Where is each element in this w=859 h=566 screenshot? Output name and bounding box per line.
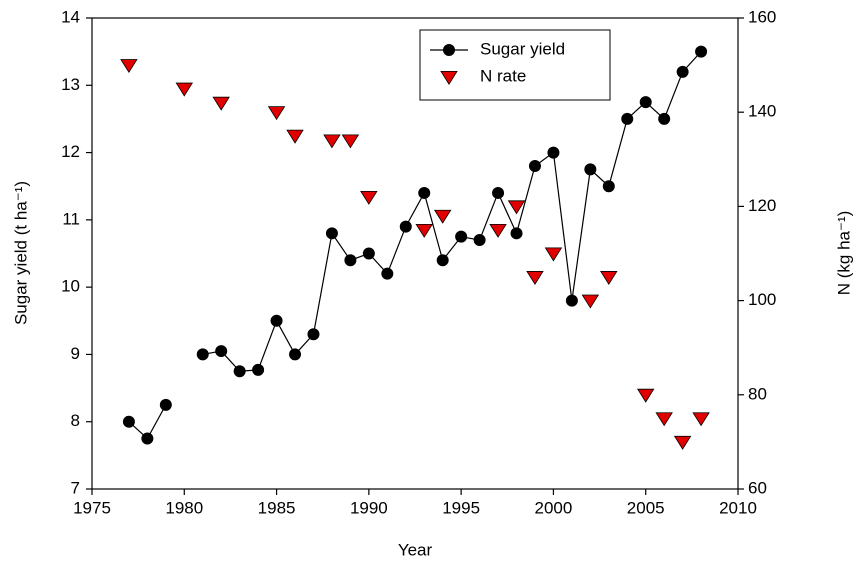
- point: [399, 220, 412, 233]
- legend-box: [419, 29, 611, 101]
- point: [215, 345, 228, 358]
- point: [489, 223, 507, 238]
- point: [676, 65, 689, 78]
- point: [344, 254, 357, 267]
- point: [341, 134, 360, 149]
- point: [159, 398, 172, 411]
- point: [233, 365, 246, 378]
- x-tick-label: 1980: [165, 498, 203, 517]
- point: [307, 328, 320, 341]
- point: [565, 294, 578, 307]
- point: [436, 254, 449, 267]
- point: [120, 59, 138, 74]
- y-tick-label: 10: [61, 277, 80, 296]
- legend-marker: [443, 44, 455, 56]
- point: [692, 412, 710, 427]
- point: [602, 180, 615, 193]
- point: [547, 146, 560, 159]
- x-tick-label: 1975: [73, 498, 111, 517]
- y-tick-label: 7: [71, 478, 80, 497]
- y-tick-label: 12: [61, 142, 80, 161]
- point: [196, 348, 209, 361]
- y2-tick-label: 60: [748, 478, 767, 497]
- legend-label: N rate: [480, 66, 526, 85]
- point: [433, 209, 452, 224]
- y2-tick-label: 100: [748, 290, 776, 309]
- point: [122, 415, 135, 428]
- point: [673, 435, 692, 450]
- y2-tick-label: 120: [748, 196, 776, 215]
- point: [655, 412, 673, 427]
- y2-axis-label: N (kg ha⁻¹): [834, 211, 853, 296]
- point: [528, 160, 541, 173]
- point: [286, 129, 304, 144]
- point: [252, 363, 265, 376]
- point: [492, 186, 505, 199]
- x-tick-label: 2010: [719, 498, 757, 517]
- point: [418, 186, 431, 199]
- x-axis-label: Year: [398, 540, 433, 559]
- point: [360, 190, 378, 205]
- point: [473, 234, 486, 247]
- x-tick-label: 2005: [627, 498, 665, 517]
- y-tick-label: 11: [62, 209, 80, 228]
- point: [212, 96, 230, 111]
- point: [323, 134, 341, 149]
- y2-tick-label: 160: [748, 7, 776, 26]
- point: [526, 271, 544, 286]
- y-tick-label: 13: [61, 75, 80, 94]
- point: [141, 432, 154, 445]
- series-line: [202, 51, 702, 372]
- x-tick-label: 1985: [258, 498, 296, 517]
- y2-tick-label: 80: [748, 384, 767, 403]
- point: [381, 267, 394, 280]
- point: [455, 230, 468, 243]
- point: [581, 294, 600, 309]
- point: [695, 45, 708, 58]
- point: [507, 200, 526, 215]
- x-tick-label: 1995: [442, 498, 480, 517]
- legend-label: Sugar yield: [480, 39, 565, 58]
- x-tick-label: 1990: [350, 498, 388, 517]
- point: [415, 223, 433, 238]
- point: [267, 106, 286, 121]
- y-tick-label: 8: [71, 411, 80, 430]
- plot-frame: [91, 17, 739, 490]
- point: [600, 271, 618, 286]
- x-tick-label: 2000: [535, 498, 573, 517]
- point: [584, 163, 597, 176]
- point: [636, 388, 655, 403]
- y-tick-label: 14: [61, 7, 80, 26]
- y-tick-label: 9: [71, 344, 80, 363]
- point: [639, 96, 652, 109]
- point: [325, 227, 338, 240]
- point: [544, 247, 563, 262]
- y-axis-label: Sugar yield (t ha⁻¹): [11, 181, 30, 325]
- point: [289, 348, 302, 361]
- legend-marker: [440, 71, 458, 85]
- point: [270, 314, 283, 327]
- y2-tick-label: 140: [748, 102, 776, 121]
- point: [175, 82, 194, 97]
- point: [621, 112, 634, 125]
- point: [658, 112, 671, 125]
- point: [362, 247, 375, 260]
- point: [510, 227, 523, 240]
